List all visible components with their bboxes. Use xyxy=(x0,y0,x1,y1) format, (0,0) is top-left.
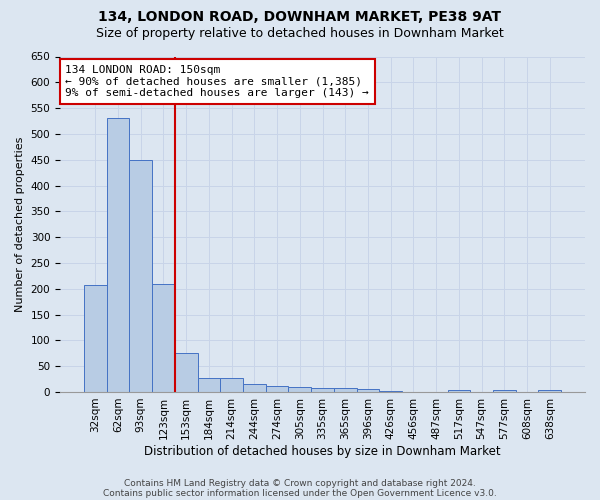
Y-axis label: Number of detached properties: Number of detached properties xyxy=(15,136,25,312)
Bar xyxy=(152,284,175,392)
Bar xyxy=(130,160,152,392)
X-axis label: Distribution of detached houses by size in Downham Market: Distribution of detached houses by size … xyxy=(144,444,501,458)
Bar xyxy=(107,118,130,392)
Bar xyxy=(84,284,107,392)
Bar xyxy=(243,384,266,392)
Bar xyxy=(289,387,311,392)
Bar xyxy=(311,388,334,392)
Text: 134 LONDON ROAD: 150sqm
← 90% of detached houses are smaller (1,385)
9% of semi-: 134 LONDON ROAD: 150sqm ← 90% of detache… xyxy=(65,65,369,98)
Text: 134, LONDON ROAD, DOWNHAM MARKET, PE38 9AT: 134, LONDON ROAD, DOWNHAM MARKET, PE38 9… xyxy=(98,10,502,24)
Bar xyxy=(538,390,561,392)
Bar xyxy=(220,378,243,392)
Text: Contains HM Land Registry data © Crown copyright and database right 2024.: Contains HM Land Registry data © Crown c… xyxy=(124,478,476,488)
Text: Size of property relative to detached houses in Downham Market: Size of property relative to detached ho… xyxy=(96,28,504,40)
Bar xyxy=(356,390,379,392)
Bar xyxy=(448,390,470,392)
Bar xyxy=(493,390,515,392)
Bar xyxy=(266,386,289,392)
Text: Contains public sector information licensed under the Open Government Licence v3: Contains public sector information licen… xyxy=(103,488,497,498)
Bar xyxy=(197,378,220,392)
Bar xyxy=(175,354,197,392)
Bar xyxy=(334,388,356,392)
